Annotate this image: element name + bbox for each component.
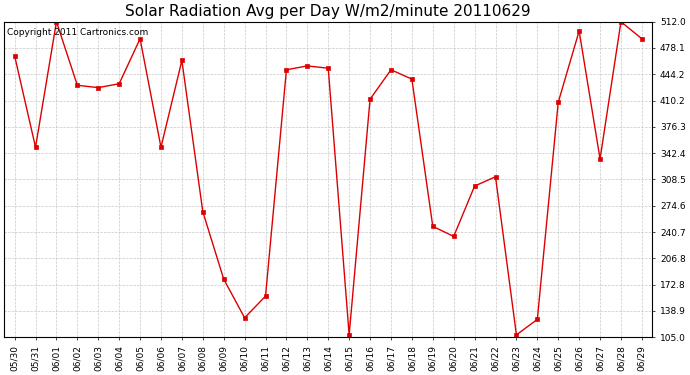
Title: Solar Radiation Avg per Day W/m2/minute 20110629: Solar Radiation Avg per Day W/m2/minute … [126,4,531,19]
Text: Copyright 2011 Cartronics.com: Copyright 2011 Cartronics.com [8,28,148,37]
